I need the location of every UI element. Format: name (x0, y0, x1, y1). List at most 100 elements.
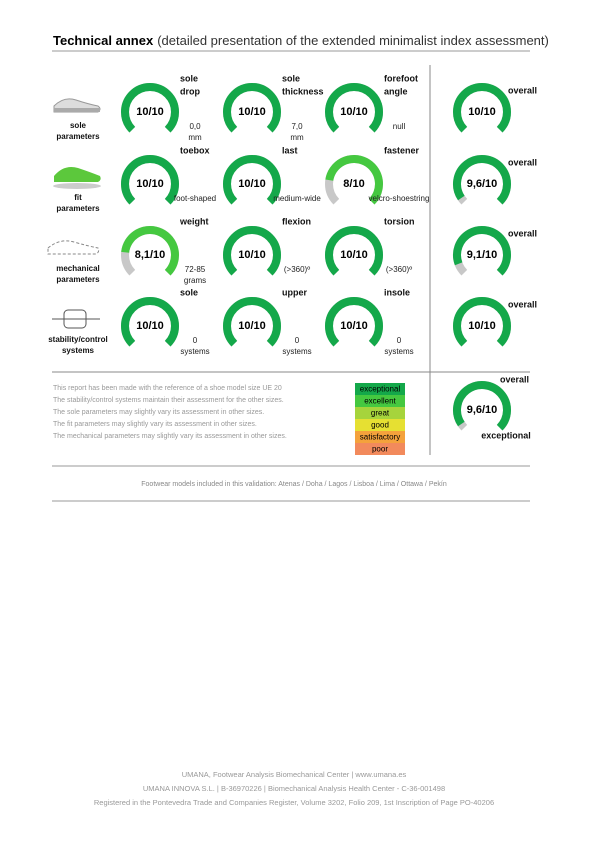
score-label: 10/10 (136, 178, 164, 190)
score-label: 10/10 (468, 106, 496, 118)
row-label: mechanical (56, 264, 100, 273)
gauge-arc (453, 226, 511, 276)
shoe-icon (53, 98, 101, 113)
score-label: 10/10 (238, 320, 266, 332)
score-label: 10/10 (238, 249, 266, 261)
gauge-arc (121, 83, 179, 133)
overall-label: overall (508, 228, 537, 238)
overall-label: overall (508, 299, 537, 309)
legend-label: good (371, 421, 389, 430)
row-label: systems (62, 346, 95, 355)
legend-swatch (355, 443, 405, 455)
param-name: upper (282, 287, 307, 297)
param-name: toebox (180, 145, 210, 155)
gauge-arc (453, 155, 511, 205)
param-value: systems (282, 347, 311, 356)
param-value: null (393, 122, 406, 131)
gauge-arc (223, 155, 281, 205)
row-label: stability/control (48, 335, 108, 344)
rating: exceptional (481, 430, 531, 440)
overall-label: overall (508, 157, 537, 167)
param-name: sole (282, 73, 300, 83)
row-label: sole (70, 121, 87, 130)
gauge-arc (121, 226, 179, 276)
note: The mechanical parameters may slightly v… (53, 433, 287, 440)
param-name: fastener (384, 145, 420, 155)
footer-line: UMANA INNOVA S.L. | B-36970226 | Biomech… (143, 784, 445, 793)
note: This report has been made with the refer… (53, 385, 282, 392)
legend-swatch (355, 431, 405, 443)
row-label: parameters (56, 204, 100, 213)
legend-swatch (355, 419, 405, 431)
score-label: 10/10 (238, 178, 266, 190)
gauge-arc (453, 381, 511, 431)
row-label: fit (74, 193, 82, 202)
param-name: drop (180, 86, 200, 96)
score-label: 9,6/10 (467, 178, 498, 190)
gauge-arc (121, 155, 179, 205)
param-name: sole (180, 73, 198, 83)
param-name: angle (384, 86, 408, 96)
score-label: 9,1/10 (467, 249, 498, 261)
param-value: grams (184, 276, 206, 285)
param-value: 72-85 (185, 265, 206, 274)
models: Footwear models included in this validat… (141, 481, 447, 488)
overall-label: overall (508, 85, 537, 95)
score-label: 10/10 (238, 106, 266, 118)
gauge-arc (325, 297, 383, 347)
param-value: medium-wide (273, 194, 321, 203)
param-name: thickness (282, 86, 324, 96)
fit-icon (53, 167, 101, 189)
param-value: 7,0 (291, 122, 303, 131)
param-value: velcro-shoestring (369, 194, 430, 203)
legend-label: excellent (364, 397, 396, 406)
gauge-arc (223, 297, 281, 347)
legend-label: great (371, 409, 390, 418)
score-label: 10/10 (136, 320, 164, 332)
row-label: parameters (56, 275, 100, 284)
param-value: foot-shaped (174, 194, 216, 203)
param-name: weight (179, 216, 209, 226)
gauge-arc (223, 83, 281, 133)
title-rest: (detailed presentation of the extended m… (157, 33, 549, 48)
note: The sole parameters may slightly vary it… (53, 409, 264, 416)
mechanical-icon (47, 240, 100, 255)
param-name: sole (180, 287, 198, 297)
gauge-arc (121, 297, 179, 347)
overall-label: overall (500, 374, 529, 384)
title: Technical annex (detailed presentation of… (53, 33, 549, 48)
gauge-arc (453, 297, 511, 347)
param-value: systems (180, 347, 209, 356)
score-label: 8/10 (343, 178, 364, 190)
legend-label: poor (372, 445, 388, 454)
score-label: 8,1/10 (135, 249, 166, 261)
note: The stability/control systems maintain t… (53, 397, 284, 404)
score-label: 10/10 (136, 106, 164, 118)
footer-line: Registered in the Pontevedra Trade and C… (94, 798, 494, 807)
gauge-arc (453, 83, 511, 133)
param-value: (>360)º (386, 265, 412, 274)
param-value: mm (290, 133, 304, 142)
score-label: 9,6/10 (467, 404, 498, 416)
param-value: 0 (295, 336, 300, 345)
legend-swatch (355, 407, 405, 419)
gauge-arc (223, 226, 281, 276)
param-value: systems (384, 347, 413, 356)
gauge-arc (325, 83, 383, 133)
row-label: parameters (56, 132, 100, 141)
legend-swatch (355, 383, 405, 395)
legend-swatch (355, 395, 405, 407)
title-bold: Technical annex (53, 33, 154, 48)
param-name: flexion (282, 216, 311, 226)
param-value: 0 (397, 336, 402, 345)
gauge-arc (325, 226, 383, 276)
param-value: (>360)º (284, 265, 310, 274)
param-value: 0,0 (189, 122, 201, 131)
score-label: 10/10 (340, 249, 368, 261)
stability-icon (52, 309, 100, 329)
param-value: mm (188, 133, 202, 142)
score-label: 10/10 (468, 320, 496, 332)
param-name: forefoot (384, 73, 418, 83)
